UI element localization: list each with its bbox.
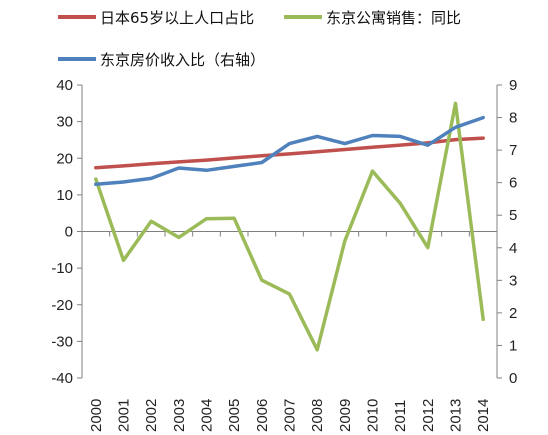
left-axis-tick-label: 10: [56, 187, 73, 204]
right-axis-tick-label: 9: [509, 77, 517, 94]
legend: 日本65岁以上人口占比 东京公寓销售：同比 东京房价收入比（右轴）: [58, 9, 461, 69]
left-axis-tick-label: -20: [51, 297, 73, 314]
x-axis-tick-label: 2003: [171, 399, 188, 432]
x-axis-tick-label: 2007: [282, 399, 299, 432]
x-axis-tick-label: 2008: [309, 399, 326, 432]
x-axis-tick-label: 2010: [365, 399, 382, 432]
series-layer: [94, 101, 485, 352]
right-axis-tick-label: 7: [509, 142, 517, 159]
right-axis-tick-label: 6: [509, 175, 517, 192]
right-axis-tick-label: 3: [509, 272, 517, 289]
series-line-2: [94, 115, 485, 187]
x-axis-tick-label: 2005: [226, 399, 243, 432]
right-axis-tick-label: 2: [509, 305, 517, 322]
legend-label-condo-sales: 东京公寓销售：同比: [326, 9, 461, 27]
right-axis-tick-label: 0: [509, 370, 517, 387]
right-axis-tick-label: 8: [509, 110, 517, 127]
x-axis-tick-label: 2012: [420, 399, 437, 432]
right-axis-tick-label: 1: [509, 337, 517, 354]
legend-label-price-income: 东京房价收入比（右轴）: [100, 51, 265, 69]
left-axis-tick-label: -10: [51, 260, 73, 277]
x-axis-tick-label: 2006: [254, 399, 271, 432]
left-axis-tick-label: -40: [51, 370, 73, 387]
x-axis-tick-label: 2011: [392, 400, 409, 432]
left-axis-tick-label: 30: [56, 114, 73, 131]
left-axis-tick-label: 40: [56, 77, 73, 94]
x-axis-tick-label: 2001: [116, 399, 133, 432]
left-axis-tick-label: -30: [51, 333, 73, 350]
x-axis-tick-label: 2013: [448, 399, 465, 432]
right-axis-tick-label: 5: [509, 207, 517, 224]
x-axis-tick-label: 2014: [475, 399, 492, 432]
right-axis-tick-label: 4: [509, 240, 517, 257]
left-axis-tick-label: 0: [65, 224, 73, 241]
left-axis-tick-label: 20: [56, 150, 73, 167]
x-axis-tick-label: 2000: [88, 399, 105, 432]
series-line-1: [94, 101, 485, 352]
x-axis-tick-label: 2004: [199, 399, 216, 432]
x-axis-tick-label: 2009: [337, 399, 354, 432]
legend-label-population-ratio: 日本65岁以上人口占比: [100, 9, 254, 27]
x-axis-tick-label: 2002: [143, 399, 160, 432]
axes: -40 -30 -20 -10 0 10 20 30 40 0 1 2 3 4 5 6 7 8 9 2000 2001 2…: [51, 77, 517, 432]
